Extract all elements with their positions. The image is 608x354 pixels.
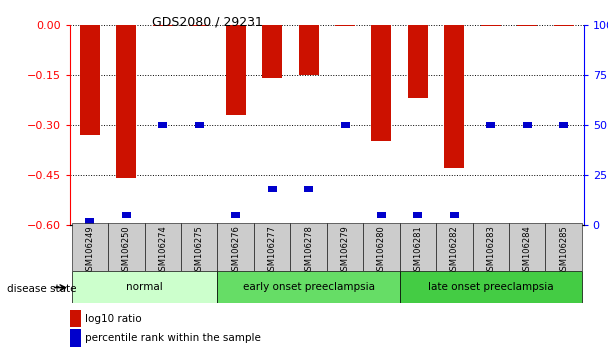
Bar bbox=[153, 25, 173, 27]
FancyBboxPatch shape bbox=[399, 223, 436, 271]
FancyBboxPatch shape bbox=[72, 223, 108, 271]
Text: GSM106281: GSM106281 bbox=[413, 225, 423, 276]
FancyBboxPatch shape bbox=[72, 271, 218, 303]
Text: GSM106275: GSM106275 bbox=[195, 225, 204, 276]
Text: GSM106284: GSM106284 bbox=[523, 225, 532, 276]
FancyBboxPatch shape bbox=[145, 223, 181, 271]
Text: percentile rank within the sample: percentile rank within the sample bbox=[85, 333, 261, 343]
FancyBboxPatch shape bbox=[181, 223, 218, 271]
FancyBboxPatch shape bbox=[399, 271, 582, 303]
FancyBboxPatch shape bbox=[218, 271, 399, 303]
Bar bbox=[335, 25, 355, 27]
Bar bbox=[80, 25, 100, 135]
Bar bbox=[158, 122, 167, 128]
Text: late onset preeclampsia: late onset preeclampsia bbox=[428, 282, 553, 292]
Text: log10 ratio: log10 ratio bbox=[85, 314, 142, 324]
Text: GSM106277: GSM106277 bbox=[268, 225, 277, 276]
FancyBboxPatch shape bbox=[363, 223, 399, 271]
Bar bbox=[517, 25, 537, 27]
Bar bbox=[189, 25, 209, 27]
Text: GSM106250: GSM106250 bbox=[122, 225, 131, 276]
Text: GDS2080 / 29231: GDS2080 / 29231 bbox=[152, 16, 263, 29]
FancyBboxPatch shape bbox=[291, 223, 326, 271]
Bar bbox=[481, 25, 501, 27]
Bar bbox=[450, 212, 459, 218]
Bar bbox=[413, 212, 423, 218]
Bar bbox=[86, 218, 94, 224]
Bar bbox=[340, 122, 350, 128]
Text: early onset preeclampsia: early onset preeclampsia bbox=[243, 282, 375, 292]
Bar bbox=[299, 25, 319, 75]
FancyBboxPatch shape bbox=[472, 223, 509, 271]
Bar bbox=[268, 186, 277, 192]
FancyBboxPatch shape bbox=[509, 223, 545, 271]
Bar bbox=[408, 25, 428, 98]
Bar bbox=[554, 25, 574, 27]
Text: GSM106279: GSM106279 bbox=[340, 225, 350, 276]
FancyBboxPatch shape bbox=[545, 223, 582, 271]
Text: GSM106249: GSM106249 bbox=[86, 225, 94, 276]
FancyBboxPatch shape bbox=[326, 223, 363, 271]
Text: GSM106283: GSM106283 bbox=[486, 225, 496, 276]
Text: GSM106282: GSM106282 bbox=[450, 225, 459, 276]
Bar bbox=[523, 122, 532, 128]
Bar bbox=[444, 25, 465, 168]
Bar bbox=[486, 122, 496, 128]
Bar bbox=[231, 212, 240, 218]
Bar bbox=[559, 122, 568, 128]
Bar bbox=[304, 186, 313, 192]
Bar bbox=[122, 212, 131, 218]
Text: GSM106278: GSM106278 bbox=[304, 225, 313, 276]
Bar bbox=[371, 25, 392, 142]
FancyBboxPatch shape bbox=[108, 223, 145, 271]
Bar bbox=[195, 122, 204, 128]
Bar bbox=[377, 212, 386, 218]
FancyBboxPatch shape bbox=[218, 223, 254, 271]
Bar bbox=[262, 25, 282, 78]
Bar bbox=[226, 25, 246, 115]
Text: GSM106276: GSM106276 bbox=[231, 225, 240, 276]
Text: GSM106285: GSM106285 bbox=[559, 225, 568, 276]
Text: normal: normal bbox=[126, 282, 163, 292]
Text: disease state: disease state bbox=[7, 284, 77, 293]
FancyBboxPatch shape bbox=[436, 223, 472, 271]
Text: GSM106280: GSM106280 bbox=[377, 225, 386, 276]
Bar bbox=[116, 25, 136, 178]
Text: GSM106274: GSM106274 bbox=[158, 225, 167, 276]
FancyBboxPatch shape bbox=[254, 223, 291, 271]
